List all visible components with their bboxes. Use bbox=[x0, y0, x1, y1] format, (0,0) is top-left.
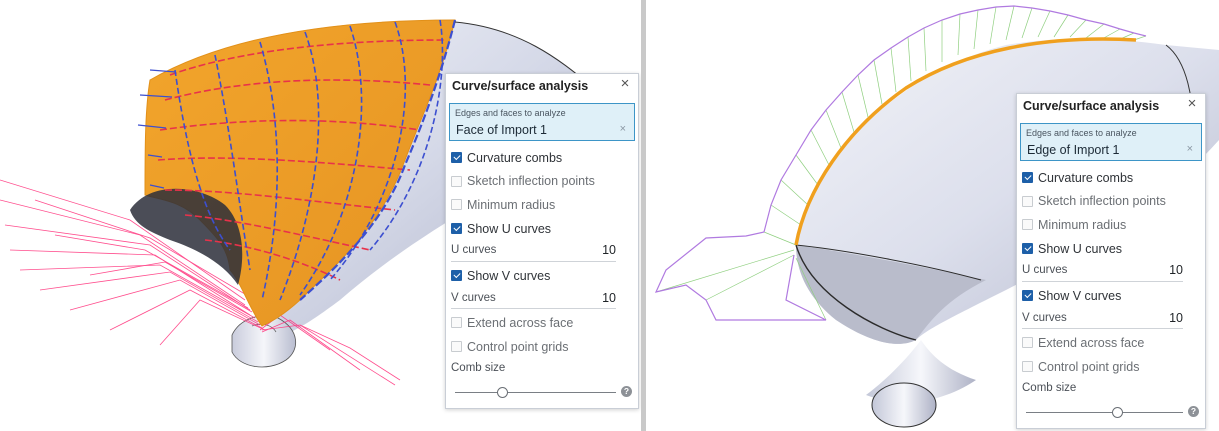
clear-selection-icon[interactable]: × bbox=[619, 123, 626, 135]
body-cavity bbox=[130, 188, 243, 285]
comb-size-label: Comb size bbox=[1022, 382, 1077, 395]
selection-field[interactable]: Edges and faces to analyze Face of Impor… bbox=[449, 103, 635, 141]
v-curves-label: V curves bbox=[451, 291, 496, 304]
v-curves-underline bbox=[451, 308, 616, 310]
v-curves bbox=[174, 19, 444, 301]
show-v-curves-checkbox[interactable] bbox=[451, 270, 462, 282]
help-icon[interactable]: ? bbox=[621, 386, 632, 398]
minimum-radius-label: Minimum radius bbox=[1038, 217, 1127, 232]
curvature-combs-label: Curvature combs bbox=[467, 150, 563, 165]
u-curves-field[interactable]: U curves 10 bbox=[446, 240, 638, 264]
selection-value: Face of Import 1 bbox=[456, 123, 548, 137]
selection-label: Edges and faces to analyze bbox=[455, 108, 566, 118]
u-curves-label: U curves bbox=[451, 244, 497, 257]
v-curves-value[interactable]: 10 bbox=[602, 290, 616, 305]
selection-label: Edges and faces to analyze bbox=[1026, 128, 1137, 138]
extend-across-face-checkbox[interactable] bbox=[1022, 337, 1033, 349]
slider-track[interactable] bbox=[455, 392, 616, 394]
u-curves-label: U curves bbox=[1022, 264, 1068, 277]
clear-selection-icon[interactable]: × bbox=[1186, 143, 1193, 155]
selected-edge[interactable] bbox=[794, 37, 1137, 246]
comb-size-slider[interactable]: ? bbox=[446, 381, 638, 407]
v-comb-spikes bbox=[137, 69, 177, 189]
u-curves-field[interactable]: U curves 10 bbox=[1017, 260, 1205, 284]
body-underside bbox=[796, 245, 986, 344]
slider-track[interactable] bbox=[1026, 412, 1183, 414]
extend-across-face-label: Extend across face bbox=[467, 315, 574, 330]
u-curves bbox=[157, 39, 446, 281]
sketch-inflection-points-option[interactable]: Sketch inflection points bbox=[1017, 190, 1205, 214]
tube-end bbox=[871, 382, 937, 428]
u-curves-value[interactable]: 10 bbox=[1169, 263, 1183, 278]
curvature-combs-checkbox[interactable] bbox=[1022, 172, 1033, 184]
analysis-dialog-left: Curve/surface analysis × Edges and faces… bbox=[445, 73, 639, 409]
extend-across-face-option[interactable]: Extend across face bbox=[446, 311, 638, 335]
show-v-curves-label: Show V curves bbox=[1038, 288, 1122, 303]
u-curves-underline bbox=[451, 260, 616, 262]
dialog-title: Curve/surface analysis bbox=[452, 79, 589, 93]
v-curves-underline bbox=[1022, 328, 1183, 330]
v-curves-field[interactable]: V curves 10 bbox=[446, 288, 638, 312]
viewport-left[interactable]: Curve/surface analysis × Edges and faces… bbox=[0, 0, 641, 431]
minimum-radius-option[interactable]: Minimum radius bbox=[446, 193, 638, 217]
slider-thumb[interactable] bbox=[1112, 407, 1124, 419]
comb-size-slider[interactable]: ? bbox=[1017, 401, 1205, 427]
show-u-curves-checkbox[interactable] bbox=[451, 223, 462, 235]
v-curves-label: V curves bbox=[1022, 311, 1067, 324]
curvature-comb-outline bbox=[654, 5, 1147, 321]
viewport-right[interactable]: Curve/surface analysis × Edges and faces… bbox=[646, 0, 1219, 431]
split-divider[interactable] bbox=[641, 0, 646, 431]
comb-size-label: Comb size bbox=[451, 362, 506, 375]
control-point-grids-option[interactable]: Control point grids bbox=[1017, 355, 1205, 379]
selection-field[interactable]: Edges and faces to analyze Edge of Impor… bbox=[1020, 123, 1202, 161]
extend-across-face-checkbox[interactable] bbox=[451, 317, 462, 329]
control-point-grids-option[interactable]: Control point grids bbox=[446, 335, 638, 359]
show-u-curves-option[interactable]: Show U curves bbox=[1017, 237, 1205, 261]
show-v-curves-checkbox[interactable] bbox=[1022, 290, 1033, 302]
face-edge-right bbox=[299, 19, 457, 301]
curvature-combs-option[interactable]: Curvature combs bbox=[1017, 166, 1205, 190]
sketch-inflection-points-option[interactable]: Sketch inflection points bbox=[446, 170, 638, 194]
v-curves-field[interactable]: V curves 10 bbox=[1017, 308, 1205, 332]
dialog-title: Curve/surface analysis bbox=[1023, 99, 1160, 113]
sketch-inflection-points-checkbox[interactable] bbox=[451, 175, 462, 187]
show-u-curves-option[interactable]: Show U curves bbox=[446, 217, 638, 241]
close-icon[interactable]: × bbox=[620, 75, 630, 92]
dialog-header: Curve/surface analysis × bbox=[446, 74, 638, 100]
curvature-combs bbox=[0, 179, 401, 386]
comb-size-row: Comb size bbox=[1017, 378, 1205, 401]
control-point-grids-label: Control point grids bbox=[1038, 359, 1140, 374]
u-curves-underline bbox=[1022, 280, 1183, 282]
selection-value: Edge of Import 1 bbox=[1027, 143, 1120, 157]
sketch-inflection-points-checkbox[interactable] bbox=[1022, 195, 1033, 207]
show-u-curves-label: Show U curves bbox=[467, 221, 552, 236]
comb-size-row: Comb size bbox=[446, 358, 638, 381]
show-v-curves-option[interactable]: Show V curves bbox=[446, 264, 638, 288]
minimum-radius-checkbox[interactable] bbox=[451, 199, 462, 211]
minimum-radius-option[interactable]: Minimum radius bbox=[1017, 213, 1205, 237]
sketch-inflection-points-label: Sketch inflection points bbox=[1038, 194, 1166, 209]
extend-across-face-option[interactable]: Extend across face bbox=[1017, 331, 1205, 355]
minimum-radius-checkbox[interactable] bbox=[1022, 219, 1033, 231]
minimum-radius-label: Minimum radius bbox=[467, 197, 556, 212]
v-curves-value[interactable]: 10 bbox=[1169, 310, 1183, 325]
analysis-dialog-right: Curve/surface analysis × Edges and faces… bbox=[1016, 93, 1206, 429]
show-u-curves-label: Show U curves bbox=[1038, 241, 1123, 256]
curvature-combs-checkbox[interactable] bbox=[451, 152, 462, 164]
dialog-header: Curve/surface analysis × bbox=[1017, 94, 1205, 120]
slider-thumb[interactable] bbox=[496, 387, 508, 399]
sketch-inflection-points-label: Sketch inflection points bbox=[467, 174, 595, 189]
show-v-curves-option[interactable]: Show V curves bbox=[1017, 284, 1205, 308]
show-u-curves-checkbox[interactable] bbox=[1022, 243, 1033, 255]
u-curves-value[interactable]: 10 bbox=[602, 243, 616, 258]
curvature-combs-option[interactable]: Curvature combs bbox=[446, 146, 638, 170]
help-icon[interactable]: ? bbox=[1188, 406, 1199, 418]
control-point-grids-checkbox[interactable] bbox=[1022, 361, 1033, 373]
close-icon[interactable]: × bbox=[1187, 95, 1197, 112]
control-point-grids-label: Control point grids bbox=[467, 339, 569, 354]
control-point-grids-checkbox[interactable] bbox=[451, 341, 462, 353]
curvature-combs-label: Curvature combs bbox=[1038, 170, 1134, 185]
show-v-curves-label: Show V curves bbox=[467, 268, 551, 283]
extend-across-face-label: Extend across face bbox=[1038, 335, 1145, 350]
